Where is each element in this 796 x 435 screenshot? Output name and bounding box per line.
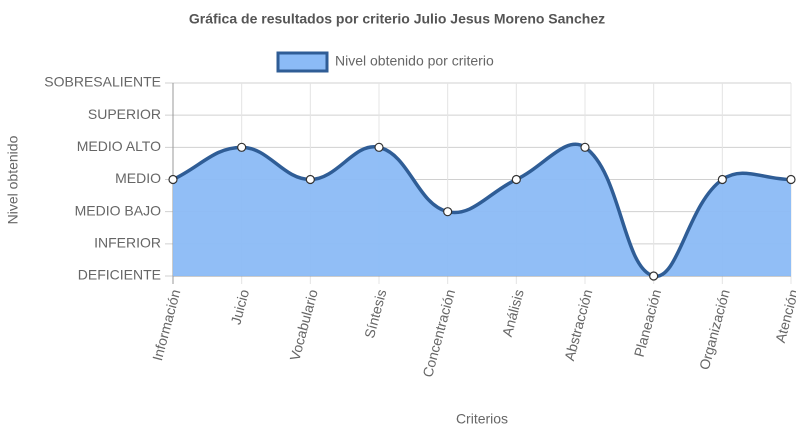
x-tick-label: Concentración <box>419 288 458 379</box>
x-tick-label: Síntesis <box>361 288 389 340</box>
y-tick-label: MEDIO <box>115 170 161 186</box>
x-tick-label: Organización <box>696 288 733 372</box>
x-tick-label: Atención <box>772 288 796 345</box>
y-tick-label: DEFICIENTE <box>78 267 161 283</box>
y-axis-title: Nivel obtenido <box>5 135 21 224</box>
x-tick-label: Vocabulario <box>286 287 320 362</box>
point <box>511 174 521 185</box>
x-tick-label: Juicio <box>227 287 252 326</box>
point <box>786 174 796 185</box>
x-tick-label: Análisis <box>499 288 527 339</box>
line <box>172 142 792 278</box>
point <box>237 142 247 152</box>
y-tick-label: MEDIO ALTO <box>77 138 161 154</box>
point <box>443 207 453 217</box>
point <box>168 174 178 185</box>
y-tick-label: MEDIO BAJO <box>75 202 161 218</box>
point <box>580 142 590 152</box>
area <box>173 144 791 277</box>
legend-label: Nivel obtenido por criterio <box>335 53 494 69</box>
x-tick-label: Abstracción <box>561 288 595 363</box>
x-axis-title: Criterios <box>456 411 508 427</box>
y-tick-label: SOBRESALIENTE <box>44 74 161 90</box>
y-tick-label: INFERIOR <box>94 235 161 251</box>
legend-swatch <box>276 51 329 73</box>
point <box>305 174 315 185</box>
x-tick-label: Información <box>149 288 183 363</box>
point <box>649 271 659 281</box>
x-tick-label: Planeación <box>631 288 664 359</box>
point <box>717 174 727 185</box>
chart-title: Gráfica de resultados por criterio Julio… <box>189 11 605 27</box>
point <box>374 142 384 152</box>
y-tick-label: SUPERIOR <box>88 106 161 122</box>
